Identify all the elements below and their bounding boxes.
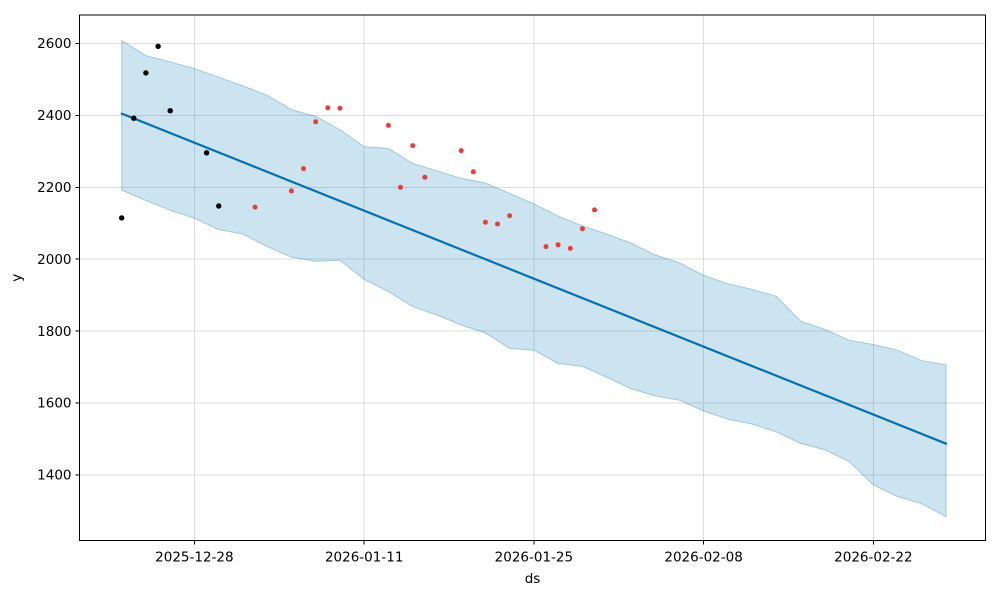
x-tick-label: 2026-02-08 <box>664 550 742 566</box>
recent-point <box>458 148 464 154</box>
recent-point <box>495 221 500 227</box>
x-tick-label: 2025-12-28 <box>155 550 233 566</box>
recent-point <box>482 219 488 225</box>
recent-point <box>252 204 258 210</box>
y-tick-label: 2400 <box>37 108 71 124</box>
history-point <box>119 215 125 221</box>
recent-point <box>422 174 428 180</box>
y-tick-label: 1600 <box>37 396 71 412</box>
y-tick-label: 1800 <box>37 324 71 340</box>
history-point <box>167 108 173 114</box>
y-tick-label: 2600 <box>37 36 71 52</box>
x-tick-label: 2026-01-11 <box>325 550 403 566</box>
recent-point <box>313 119 319 125</box>
history-point <box>155 43 161 49</box>
x-tick-label: 2026-01-25 <box>495 550 573 566</box>
recent-point <box>555 242 561 248</box>
recent-point <box>301 166 306 172</box>
history-point <box>131 115 137 121</box>
plot-border <box>79 14 986 541</box>
recent-point <box>567 245 573 251</box>
y-tick-label: 2200 <box>37 180 71 196</box>
data-layer <box>119 39 948 518</box>
history-point <box>216 203 222 209</box>
recent-point <box>337 105 343 111</box>
trend-line <box>120 112 948 445</box>
x-tick-label: 2026-02-22 <box>834 550 912 566</box>
y-tick-label: 2000 <box>37 252 71 268</box>
recent-point <box>410 143 416 149</box>
x-axis-label: ds <box>525 571 541 587</box>
y-tick-label: 1400 <box>37 468 71 484</box>
recent-point <box>470 169 476 175</box>
y-axis-label: y <box>9 274 25 282</box>
recent-point <box>325 105 331 111</box>
recent-point <box>543 244 549 250</box>
axes-layer: 1400 1600 1800 2000 2200 2400 2600 2025-12-28 20… <box>37 14 986 566</box>
history-point <box>143 70 149 76</box>
history-point <box>203 150 210 156</box>
recent-point <box>579 226 585 232</box>
recent-point <box>385 122 391 128</box>
recent-point <box>592 207 597 213</box>
recent-point <box>288 188 294 194</box>
recent-point <box>507 213 513 219</box>
recent-point <box>398 184 403 190</box>
grid-layer <box>79 15 986 541</box>
